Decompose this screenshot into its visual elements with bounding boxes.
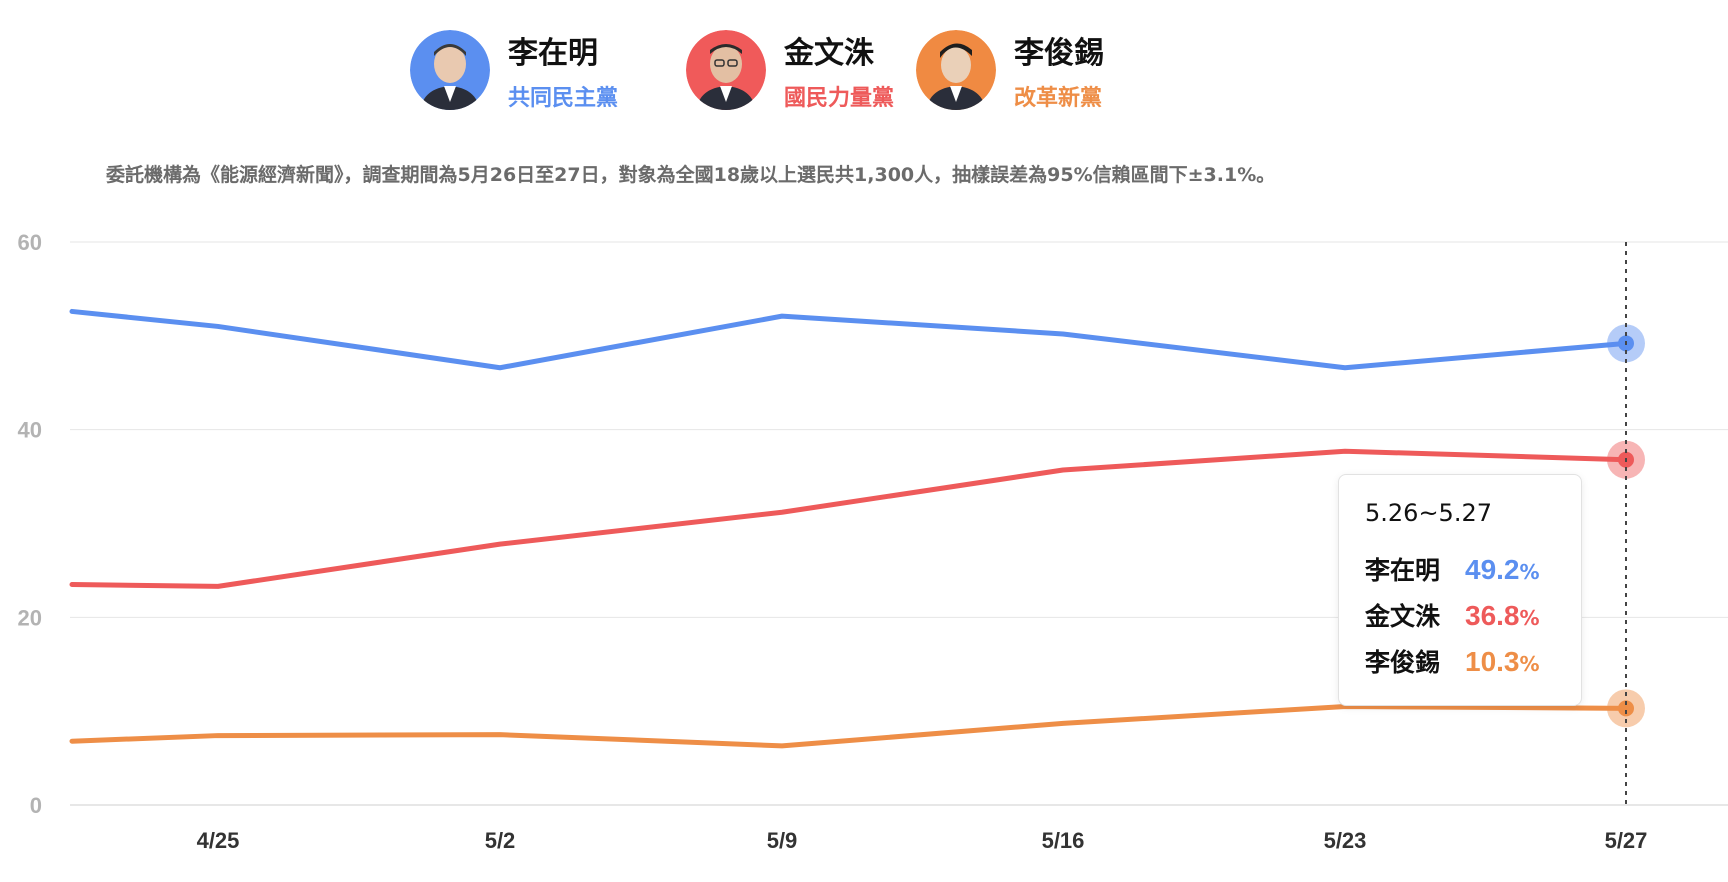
candidate-party: 共同民主黨 [508, 86, 619, 111]
tooltip-value: 36.8 [1465, 600, 1520, 631]
candidate-name: 李在明 [508, 36, 598, 71]
x-tick-label: 5/2 [485, 828, 516, 853]
tooltip-unit: % [1519, 652, 1540, 676]
survey-note: 委託機構為《能源經濟新聞》，調查期間為5月26日至27日，對象為全國18歲以上選… [106, 164, 1276, 186]
tooltip-row: 金文洙 36.8% [1365, 597, 1540, 633]
tooltip-value: 10.3 [1465, 646, 1520, 677]
avatar-lee-jun-seok [916, 30, 996, 110]
tooltip-row: 李在明 49.2% [1365, 551, 1540, 587]
y-tick-label: 0 [30, 793, 42, 818]
x-tick-label: 5/16 [1042, 828, 1085, 853]
avatar-lee-jae-myung [410, 30, 490, 110]
tooltip: 5.26~5.27 李在明 49.2% 金文洙 36.8% 李俊錫 10.3% [1338, 474, 1582, 706]
avatar-kim-moon-soo [686, 30, 766, 110]
tooltip-value: 49.2 [1465, 554, 1520, 585]
tooltip-unit: % [1519, 560, 1540, 584]
y-tick-label: 60 [18, 230, 42, 255]
series-line [69, 308, 1629, 371]
tooltip-unit: % [1519, 606, 1540, 630]
y-tick-label: 20 [18, 605, 42, 630]
x-tick-label: 5/9 [767, 828, 798, 853]
data-point [1618, 700, 1634, 717]
series-line [69, 703, 1629, 749]
candidate-party: 改革新黨 [1014, 86, 1103, 111]
tooltip-name: 李在明 [1365, 556, 1441, 585]
x-tick-label: 4/25 [197, 828, 240, 853]
tooltip-name: 金文洙 [1365, 602, 1441, 631]
tooltip-date: 5.26~5.27 [1365, 499, 1492, 527]
y-tick-label: 40 [18, 418, 42, 443]
candidate-party: 國民力量黨 [784, 86, 895, 111]
candidate-name: 李俊錫 [1014, 36, 1104, 71]
x-tick-label: 5/27 [1605, 828, 1648, 853]
tooltip-name: 李俊錫 [1365, 648, 1441, 677]
tooltip-row: 李俊錫 10.3% [1365, 643, 1540, 679]
x-tick-label: 5/23 [1324, 828, 1367, 853]
series-line [69, 448, 1629, 589]
candidate-name: 金文洙 [784, 36, 874, 71]
